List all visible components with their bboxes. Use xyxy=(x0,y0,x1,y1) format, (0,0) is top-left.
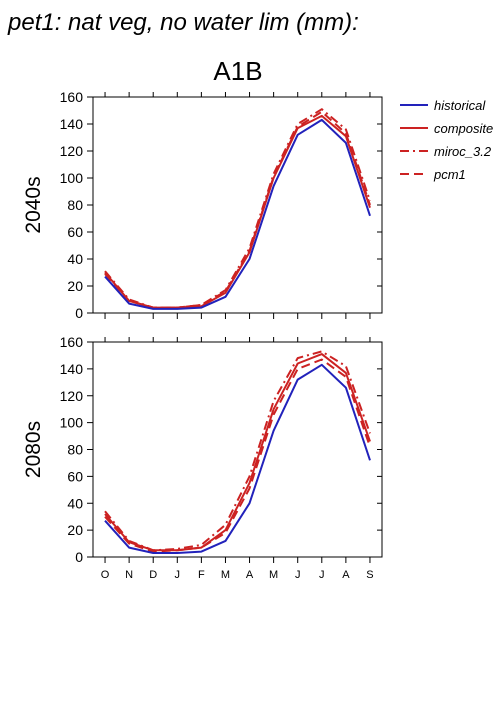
y-tick-label: 160 xyxy=(60,334,84,350)
legend-label-miroc_3.2: miroc_3.2 xyxy=(434,144,492,159)
x-tick-label: N xyxy=(125,569,133,581)
y-axis-label: 2040s xyxy=(22,176,45,233)
y-tick-label: 100 xyxy=(60,415,84,431)
legend-label-historical: historical xyxy=(434,98,486,113)
y-tick-label: 80 xyxy=(67,442,83,458)
panel-2: 0 20 40 60 80 100 120 140 160 O N D J F M A M J J A S 2080s xyxy=(22,334,383,581)
y-tick-label: 40 xyxy=(67,251,83,267)
series-line-historical xyxy=(104,363,371,554)
y-tick-label: 140 xyxy=(60,361,84,377)
x-tick-label: A xyxy=(246,569,254,581)
y-tick-label: 0 xyxy=(75,549,83,565)
x-tick-label: J xyxy=(175,569,181,581)
series-line-pcm1 xyxy=(104,110,371,309)
x-tick-label: J xyxy=(295,569,301,581)
x-tick-label: S xyxy=(366,569,373,581)
panels: 0 20 40 60 80 100 120 140 160 2040s 0 20 40 60 80 100 12… xyxy=(22,89,383,581)
x-tick-label: J xyxy=(319,569,325,581)
plot-frame xyxy=(92,341,383,558)
y-tick-label: 0 xyxy=(75,305,83,321)
y-tick-label: 60 xyxy=(67,468,83,484)
x-tick-label: D xyxy=(149,569,157,581)
legend: historical composite miroc_3.2 pcm1 xyxy=(400,98,493,182)
y-tick-label: 100 xyxy=(60,170,84,186)
y-tick-label: 60 xyxy=(67,224,83,240)
y-tick-label: 160 xyxy=(60,89,84,105)
y-tick-label: 40 xyxy=(67,495,83,511)
x-tick-label: F xyxy=(198,569,205,581)
figure-title: pet1: nat veg, no water lim (mm): xyxy=(7,9,359,36)
x-tick-label: M xyxy=(221,569,230,581)
panel-1: 0 20 40 60 80 100 120 140 160 2040s xyxy=(22,89,383,321)
x-tick-label: A xyxy=(342,569,350,581)
y-tick-label: 80 xyxy=(67,197,83,213)
series-line-historical xyxy=(104,118,371,310)
y-tick-label: 20 xyxy=(67,278,83,294)
series-line-miroc_3.2 xyxy=(104,350,371,552)
series-line-pcm1 xyxy=(104,358,371,553)
y-tick-label: 120 xyxy=(60,388,84,404)
x-tick-label: M xyxy=(269,569,278,581)
legend-label-pcm1: pcm1 xyxy=(433,167,466,182)
y-tick-label: 140 xyxy=(60,116,84,132)
y-tick-label: 120 xyxy=(60,143,84,159)
legend-label-composite: composite xyxy=(434,121,493,136)
y-tick-label: 20 xyxy=(67,522,83,538)
y-axis-label: 2080s xyxy=(22,421,45,478)
scenario-title: A1B xyxy=(213,56,262,86)
x-tick-label: O xyxy=(101,569,110,581)
